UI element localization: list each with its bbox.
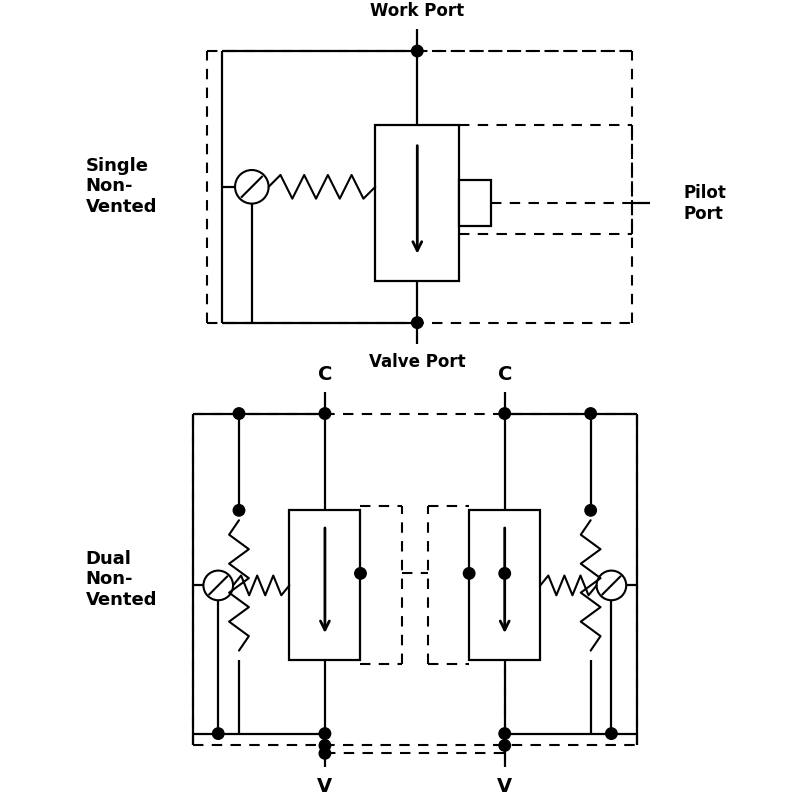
Circle shape: [235, 170, 269, 204]
Bar: [469, 510, 540, 661]
Text: Valve Port: Valve Port: [369, 353, 466, 371]
Circle shape: [203, 570, 233, 600]
Circle shape: [319, 728, 330, 739]
Circle shape: [411, 46, 423, 57]
Circle shape: [499, 408, 510, 419]
Bar: [375, 125, 459, 281]
Circle shape: [319, 408, 330, 419]
Text: C: C: [498, 365, 512, 383]
Circle shape: [319, 740, 330, 751]
Circle shape: [585, 505, 596, 516]
Text: V: V: [497, 778, 512, 797]
Circle shape: [234, 408, 245, 419]
Circle shape: [234, 505, 245, 516]
Circle shape: [319, 748, 330, 759]
Circle shape: [213, 728, 224, 739]
Text: Single
Non-
Vented: Single Non- Vented: [86, 157, 157, 216]
Circle shape: [499, 740, 510, 751]
Text: Dual
Non-
Vented: Dual Non- Vented: [86, 550, 157, 610]
Text: C: C: [318, 365, 332, 383]
Text: Work Port: Work Port: [370, 2, 464, 21]
Circle shape: [499, 568, 510, 579]
Circle shape: [354, 568, 366, 579]
Circle shape: [597, 570, 626, 600]
Circle shape: [411, 317, 423, 328]
Text: Pilot
Port: Pilot Port: [683, 184, 726, 222]
Bar: [459, 180, 491, 226]
Circle shape: [463, 568, 475, 579]
Bar: [290, 510, 361, 661]
Circle shape: [585, 408, 596, 419]
Circle shape: [499, 728, 510, 739]
Text: V: V: [318, 778, 333, 797]
Circle shape: [606, 728, 617, 739]
